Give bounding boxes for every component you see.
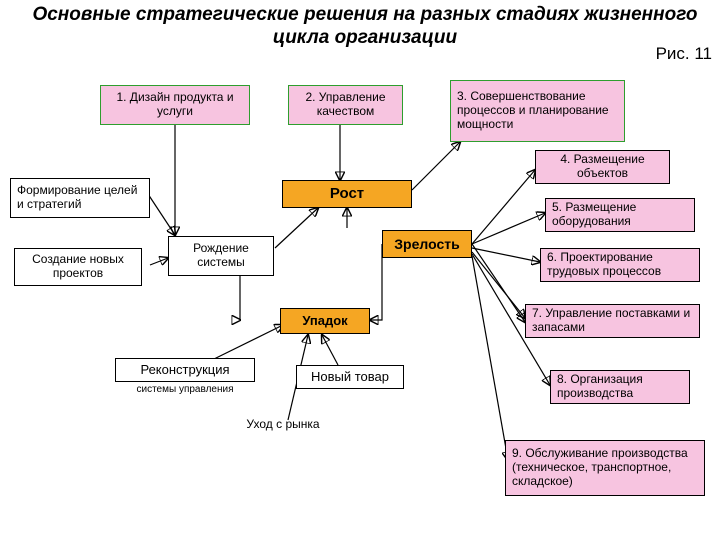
node-n9: 9. Обслуживание производства (техническо… xyxy=(505,440,705,496)
diagram-title: Основные стратегические решения на разны… xyxy=(20,4,710,50)
label-recon_sub: системы управления xyxy=(120,384,250,396)
node-maturity: Зрелость xyxy=(382,230,472,258)
label-exit: Уход с рынка xyxy=(228,418,338,432)
node-n8: 8. Организация производства xyxy=(550,370,690,404)
node-growth: Рост xyxy=(282,180,412,208)
node-n5: 5. Размещение оборудования xyxy=(545,198,695,232)
node-n4: 4. Размещение объектов xyxy=(535,150,670,184)
node-decline: Упадок xyxy=(280,308,370,334)
node-n2: 2. Управление качеством xyxy=(288,85,403,125)
node-goals: Формирование целей и стратегий xyxy=(10,178,150,218)
node-n3: 3. Совершенствование процессов и планиро… xyxy=(450,80,625,142)
node-n6: 6. Проектирование трудовых процессов xyxy=(540,248,700,282)
node-recon: Реконструкция xyxy=(115,358,255,382)
figure-label: Рис. 11 xyxy=(656,44,712,64)
node-newprod: Новый товар xyxy=(296,365,404,389)
node-birth: Рождение системы xyxy=(168,236,274,276)
node-n1: 1. Дизайн продукта и услуги xyxy=(100,85,250,125)
node-n7: 7. Управление поставками и запасами xyxy=(525,304,700,338)
node-newproj: Создание новых проектов xyxy=(14,248,142,286)
